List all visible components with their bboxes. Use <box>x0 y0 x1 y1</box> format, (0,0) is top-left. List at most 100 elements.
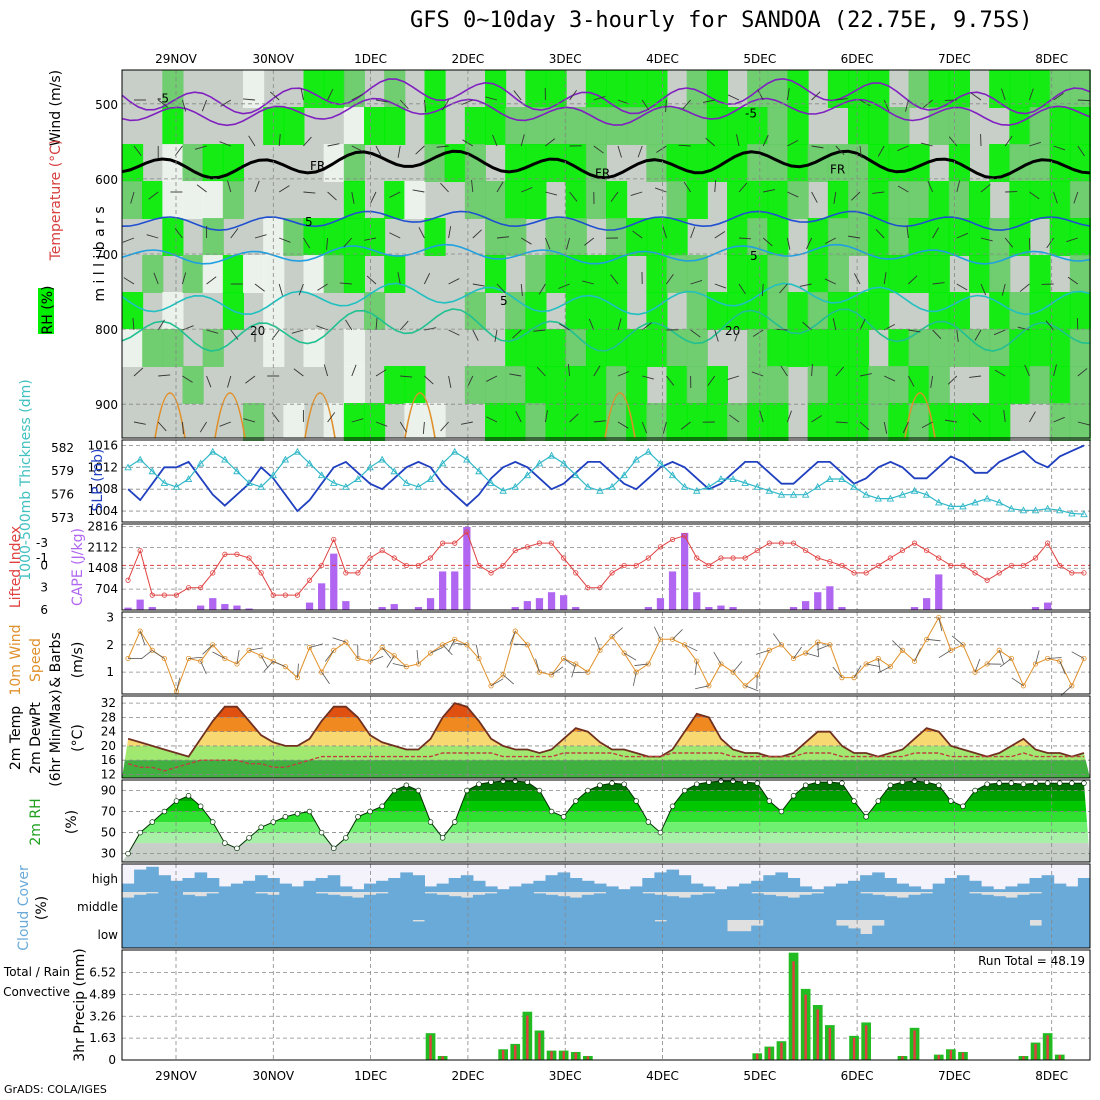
rh-cell <box>888 329 910 367</box>
rh-cell <box>686 292 708 330</box>
rh-cell <box>969 181 991 219</box>
wind-barb <box>1004 135 1013 147</box>
rh-point <box>948 798 954 804</box>
wind-barb <box>835 145 845 155</box>
cloud-bar-middle <box>956 892 970 920</box>
cape-bar <box>668 571 677 610</box>
temp-line <box>127 702 1085 758</box>
thickness-point <box>354 475 362 482</box>
thickness-point <box>632 455 641 463</box>
cloud-bar-high <box>255 875 268 892</box>
wind-speed-point <box>1020 683 1027 689</box>
cloud-bar-low <box>787 920 801 948</box>
convective-bar <box>1022 1056 1025 1060</box>
cloud-bar-middle <box>775 896 788 920</box>
wind-barb <box>206 329 219 334</box>
cloud-bar-middle <box>557 896 571 920</box>
wind-barb <box>521 187 533 193</box>
rh-cell <box>384 366 406 404</box>
rh-cell <box>1069 255 1091 293</box>
wind-barb <box>811 191 818 203</box>
rh-cell <box>525 366 547 404</box>
wind-barb <box>206 375 212 388</box>
wind-barb <box>593 145 604 154</box>
rh-cell <box>686 144 708 182</box>
wind-barb <box>641 421 648 434</box>
wind-barb <box>617 145 622 158</box>
convective-bar <box>538 1032 541 1060</box>
thickness-point <box>293 447 302 455</box>
thickness-point <box>668 471 677 479</box>
rh-cell <box>1009 366 1031 404</box>
thickness-point <box>1068 509 1076 517</box>
cloud-bar-high <box>872 872 885 892</box>
rh-cell <box>263 218 285 256</box>
wind-barb <box>970 92 982 101</box>
wind-barb-10m <box>212 651 226 659</box>
cloud-bar-low <box>327 920 341 948</box>
wind-barb-10m <box>817 642 819 657</box>
convective-bar <box>816 1009 819 1060</box>
rh-cell <box>948 107 970 145</box>
wind-barb <box>908 375 915 387</box>
thickness-point <box>148 467 157 475</box>
wind-barb <box>1073 191 1079 204</box>
rh-cell <box>948 329 970 367</box>
rh-point <box>391 787 398 794</box>
cloud-bar-middle <box>218 892 232 920</box>
cloud-bar-middle <box>727 892 740 920</box>
cape-bar <box>221 604 229 610</box>
cloud-bar-middle <box>472 894 486 920</box>
convective-bar <box>756 1053 759 1060</box>
li-point <box>500 562 506 569</box>
cloud-bar-low <box>146 920 159 948</box>
rh-point <box>500 778 506 784</box>
wind-speed-point <box>899 647 906 653</box>
wind-barb <box>174 228 183 239</box>
rh-band <box>122 790 1090 802</box>
wind-barb <box>662 421 667 434</box>
wind-barb-10m <box>772 633 782 646</box>
rh-cell <box>162 107 184 145</box>
wind-barb <box>642 375 654 380</box>
thickness-point <box>390 467 399 475</box>
date-label-top: 6DEC <box>841 52 874 66</box>
wind-barb <box>399 99 409 110</box>
cloud-bar-low <box>678 920 692 948</box>
rh-cell <box>868 107 890 145</box>
convective-bar <box>550 1051 553 1060</box>
wind-barb <box>757 89 764 101</box>
rh-cell <box>646 403 668 441</box>
li-point <box>887 555 893 561</box>
wind-barb <box>566 237 571 250</box>
wind-speed-point <box>343 639 349 645</box>
wind-barb <box>472 229 482 239</box>
wind-speed-point <box>936 614 942 621</box>
cloud-bar-middle <box>678 897 692 920</box>
precip-tick: 3.26 <box>89 1009 116 1023</box>
wind-barb <box>153 272 159 285</box>
cloud-bar-middle <box>376 893 389 920</box>
wind-speed-point <box>403 664 409 670</box>
wind-barb <box>569 90 578 101</box>
li-point <box>306 577 313 583</box>
wind-barb <box>423 273 431 285</box>
wind-barb <box>181 421 184 434</box>
cloud-bar-high <box>218 886 232 892</box>
convective-bar <box>562 1051 565 1060</box>
cloud-bar-middle <box>799 894 813 920</box>
li-point <box>1081 570 1087 576</box>
rh-cell <box>989 366 1011 404</box>
rh-cell <box>202 329 224 367</box>
cloud-bar-low <box>690 920 704 948</box>
cloud-bar-high <box>170 880 183 892</box>
rh-cell <box>585 70 607 108</box>
wind-speed-point <box>839 674 845 681</box>
rh-point <box>597 782 603 789</box>
li-point <box>343 570 349 576</box>
rh-cell <box>565 329 587 367</box>
wind-barb <box>219 141 231 147</box>
cloud-bar-low <box>981 920 994 948</box>
rh-point <box>766 798 773 804</box>
rh-legend-swatch <box>38 288 54 334</box>
